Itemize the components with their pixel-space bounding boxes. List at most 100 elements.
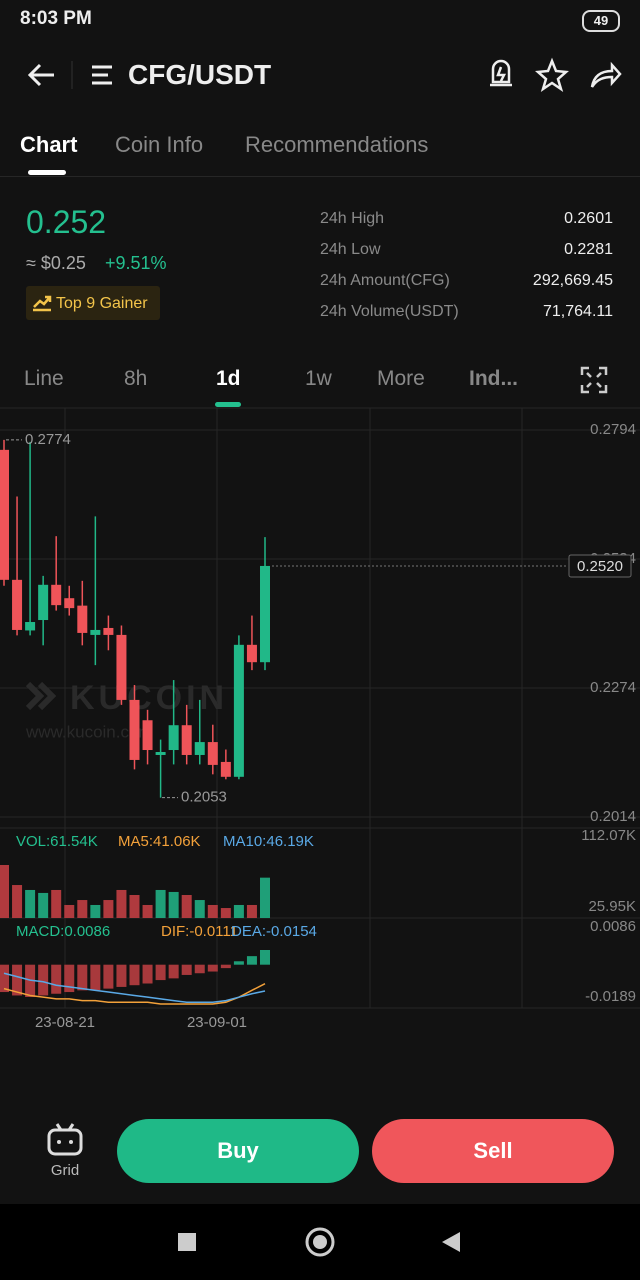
candle-body	[103, 627, 114, 635]
tab[interactable]: Chart	[20, 132, 78, 157]
macd-bar	[77, 964, 88, 991]
volume-tick-label: 112.07K	[581, 827, 636, 844]
stat-label: 24h High	[320, 210, 385, 227]
interval-indicator	[215, 402, 241, 407]
interval-tab[interactable]: 1w	[305, 367, 332, 390]
candle-body	[233, 644, 244, 777]
high-marker-label: 0.2774	[25, 431, 71, 448]
grid-label: Grid	[50, 1162, 80, 1179]
macd-bar	[90, 964, 101, 991]
interval-tab[interactable]: 1d	[216, 367, 241, 390]
recent-button[interactable]	[178, 1233, 196, 1251]
candle-body	[181, 725, 192, 755]
menu-icon[interactable]	[92, 65, 112, 85]
volume-bar	[246, 904, 257, 918]
macd-bar	[142, 964, 153, 984]
share-icon[interactable]	[590, 61, 622, 88]
macd-bar	[12, 964, 23, 996]
macd-bar	[168, 964, 179, 979]
candle-body	[260, 565, 270, 663]
macd-bar	[116, 964, 127, 987]
interval-tab[interactable]: Line	[24, 367, 64, 390]
candle-body	[77, 605, 88, 633]
volume-bar	[116, 889, 127, 918]
volume-bar	[207, 904, 218, 918]
stat-value: 71,764.11	[543, 303, 613, 320]
interval-tab[interactable]: Ind...	[469, 367, 518, 390]
volume-bar	[38, 892, 49, 918]
change: +9.51%	[105, 253, 167, 273]
macd-bar	[103, 964, 114, 989]
badge-icon	[33, 295, 52, 312]
stat-value: 0.2601	[564, 210, 613, 227]
candle-body	[116, 634, 127, 700]
volume-bar	[64, 904, 75, 918]
tab[interactable]: Coin Info	[115, 132, 204, 157]
candle-body	[168, 725, 179, 751]
macd-bar	[25, 964, 36, 997]
candle-body	[220, 761, 231, 777]
kline-chart: 0.27940.25340.22740.2014KUCOINwww.kucoin…	[0, 407, 640, 1031]
nav-icons	[178, 1227, 460, 1257]
macd-bar	[0, 964, 9, 993]
candle-body	[51, 584, 62, 606]
volume-bar	[25, 889, 36, 918]
candle-body	[207, 742, 218, 765]
fullscreen-icon[interactable]	[580, 366, 608, 394]
volume-bar	[220, 908, 231, 918]
volume-bar	[0, 864, 9, 918]
volume-bar	[168, 891, 179, 918]
macd-bar	[155, 964, 166, 981]
watermark-url: www.kucoin.com	[25, 722, 153, 741]
candle-body	[194, 742, 205, 755]
price-tick-label: 0.2274	[590, 679, 636, 696]
volume-bar	[77, 900, 88, 918]
stat-value: 0.2281	[564, 241, 613, 258]
badge[interactable]	[26, 286, 160, 320]
watermark-logo: KUCOIN	[70, 679, 228, 717]
macd-tick-label: 0.0086	[590, 918, 636, 935]
home-dot	[313, 1235, 327, 1249]
candle-body	[0, 449, 9, 580]
volume-bar	[194, 900, 205, 918]
volume-label: MA10:46.19K	[223, 833, 314, 850]
grid-icon[interactable]	[45, 1122, 85, 1158]
divider	[0, 176, 640, 177]
interval-tab[interactable]: More	[377, 367, 425, 390]
macd-bar	[207, 964, 218, 972]
volume-bar	[90, 904, 101, 918]
macd-label: DEA:-0.0154	[231, 923, 317, 940]
candle-body	[64, 598, 75, 609]
date-label: 23-09-01	[187, 1014, 247, 1031]
volume-tick-label: 25.95K	[588, 898, 636, 915]
sell-button[interactable]: Sell	[372, 1119, 614, 1183]
volume-bar	[103, 900, 114, 918]
macd-bar	[129, 964, 140, 986]
macd-bar	[181, 964, 192, 975]
home-button[interactable]	[305, 1227, 335, 1257]
star-icon[interactable]	[535, 57, 569, 92]
status-time: 8:03 PM	[20, 8, 92, 29]
date-label: 23-08-21	[35, 1014, 95, 1031]
volume-bar	[129, 895, 140, 918]
interval-tab[interactable]: 8h	[124, 367, 148, 390]
volume-bar	[260, 877, 270, 918]
buy-button[interactable]: Buy	[117, 1119, 359, 1183]
volume-bar	[181, 895, 192, 918]
back-icon[interactable]	[27, 63, 54, 87]
tab[interactable]: Recommendations	[245, 132, 429, 157]
price-tick-label: 0.2014	[590, 808, 636, 825]
tab-indicator	[28, 170, 66, 175]
macd-dea-line	[3, 972, 266, 1004]
macd-bar	[260, 950, 270, 965]
macd-bar	[38, 964, 49, 996]
back-button[interactable]	[442, 1232, 460, 1252]
candle-body	[129, 699, 140, 760]
macd-bar	[220, 964, 231, 969]
alert-icon[interactable]	[490, 59, 512, 87]
macd-label: DIF:-0.0111	[161, 923, 238, 940]
macd-bar	[64, 964, 75, 993]
macd-dif-line	[3, 983, 266, 1005]
watermark-icon	[25, 681, 57, 711]
stat-value: 292,669.45	[532, 272, 613, 289]
